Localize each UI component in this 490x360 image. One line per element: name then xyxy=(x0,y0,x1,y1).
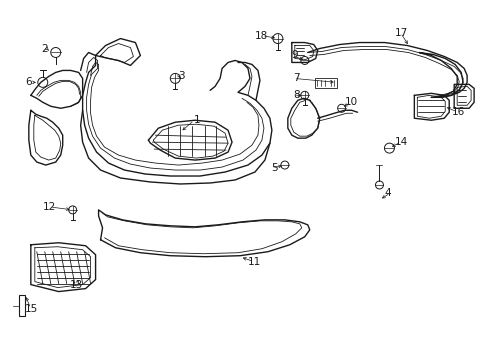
Text: 18: 18 xyxy=(255,31,268,41)
Text: 16: 16 xyxy=(452,107,466,117)
Text: 2: 2 xyxy=(41,44,48,54)
Text: 10: 10 xyxy=(344,97,358,107)
Text: 1: 1 xyxy=(194,115,200,125)
Text: 11: 11 xyxy=(248,257,261,267)
Text: 6: 6 xyxy=(25,77,31,87)
Text: 14: 14 xyxy=(394,137,408,147)
Text: 5: 5 xyxy=(271,163,278,173)
Text: 15: 15 xyxy=(25,303,38,314)
Text: 8: 8 xyxy=(293,90,300,100)
Bar xyxy=(19,294,25,316)
Text: 13: 13 xyxy=(70,280,83,289)
Text: 9: 9 xyxy=(291,50,298,60)
Text: 3: 3 xyxy=(179,71,185,81)
Text: 7: 7 xyxy=(293,73,300,84)
Text: 4: 4 xyxy=(385,188,391,198)
Text: 17: 17 xyxy=(394,28,408,37)
Text: 12: 12 xyxy=(43,202,56,212)
Bar xyxy=(315,78,337,88)
